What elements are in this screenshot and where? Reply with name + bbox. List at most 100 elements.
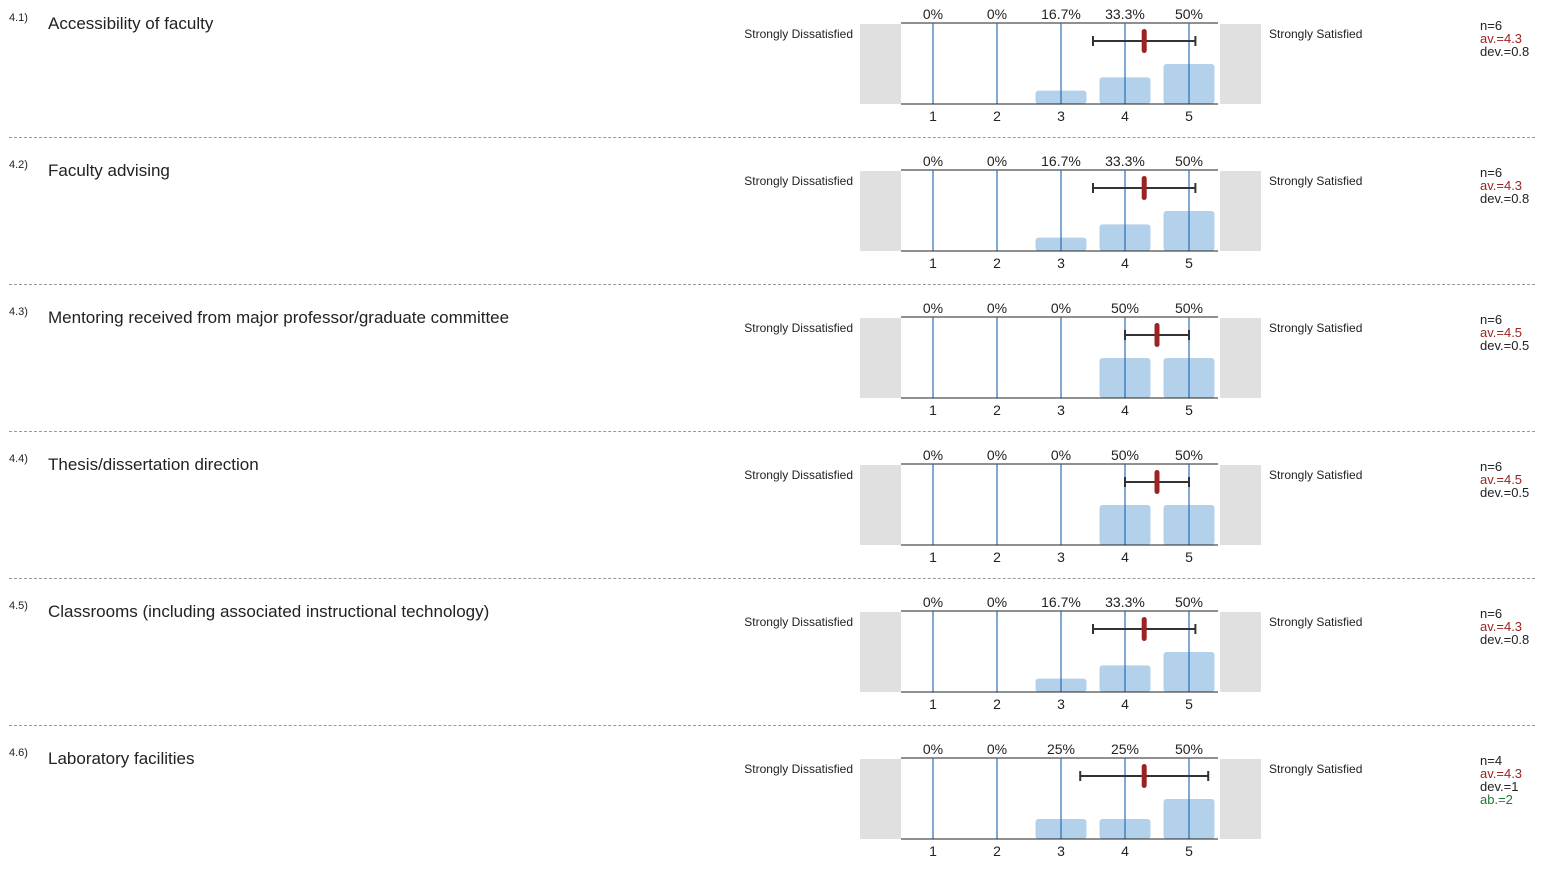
tick-label-1: 1 bbox=[929, 696, 937, 712]
tick-label-5: 5 bbox=[1185, 549, 1193, 565]
tick-label-3: 3 bbox=[1057, 402, 1065, 418]
stat-deviation: dev.=1 bbox=[1480, 779, 1519, 794]
tick-label-3: 3 bbox=[1057, 549, 1065, 565]
tick-label-2: 2 bbox=[993, 402, 1001, 418]
question-row: 4.4) Thesis/dissertation direction Strongl… bbox=[0, 441, 1543, 588]
mean-marker bbox=[1141, 176, 1147, 200]
percent-label-2: 0% bbox=[987, 6, 1007, 22]
question-number: 4.6) bbox=[9, 747, 28, 759]
question-number: 4.5) bbox=[9, 600, 28, 612]
stats-block: n=6 av.=4.3 dev.=0.8 bbox=[1480, 607, 1529, 646]
stat-n: n=6 bbox=[1480, 459, 1503, 474]
distribution-chart: 0% 0% 16.7% 33.3% 50% 1 2 3 4 5 bbox=[860, 6, 1261, 124]
question-row: 4.6) Laboratory facilities Strongly Dissat… bbox=[0, 735, 1543, 882]
tick-label-5: 5 bbox=[1185, 108, 1193, 124]
tick-label-4: 4 bbox=[1121, 549, 1129, 565]
question-label: Classrooms (including associated instruc… bbox=[48, 602, 490, 621]
tick-label-3: 3 bbox=[1057, 696, 1065, 712]
stats-block: n=4 av.=4.3 dev.=1 ab.=2 bbox=[1480, 754, 1522, 806]
stats-block: n=6 av.=4.3 dev.=0.8 bbox=[1480, 19, 1529, 58]
percent-label-5: 50% bbox=[1175, 447, 1203, 463]
percent-label-1: 0% bbox=[923, 6, 943, 22]
distribution-chart: 0% 0% 16.7% 33.3% 50% 1 2 3 4 5 bbox=[860, 594, 1261, 712]
row-separator bbox=[9, 578, 1535, 579]
percent-label-4: 33.3% bbox=[1105, 153, 1145, 169]
stat-deviation: dev.=0.8 bbox=[1480, 632, 1530, 647]
percent-label-2: 0% bbox=[987, 741, 1007, 757]
percent-label-5: 50% bbox=[1175, 741, 1203, 757]
percent-label-4: 50% bbox=[1111, 300, 1139, 316]
tick-label-2: 2 bbox=[993, 108, 1001, 124]
right-side-box bbox=[1220, 171, 1261, 251]
question-label: Mentoring received from major professor/… bbox=[48, 308, 510, 327]
tick-label-3: 3 bbox=[1057, 843, 1065, 859]
scale-right-label: Strongly Satisfied bbox=[1269, 27, 1363, 41]
stat-n: n=6 bbox=[1480, 18, 1503, 33]
stats-block: n=6 av.=4.3 dev.=0.8 bbox=[1480, 166, 1529, 205]
stat-average: av.=4.5 bbox=[1480, 472, 1523, 487]
question-row: 4.5) Classrooms (including associated ins… bbox=[0, 588, 1543, 735]
tick-label-5: 5 bbox=[1185, 696, 1193, 712]
tick-label-3: 3 bbox=[1057, 255, 1065, 271]
right-side-box bbox=[1220, 612, 1261, 692]
right-side-box bbox=[1220, 318, 1261, 398]
question-label: Laboratory facilities bbox=[48, 749, 195, 768]
question-label: Faculty advising bbox=[48, 161, 170, 180]
scale-left-label: Strongly Dissatisfied bbox=[744, 615, 853, 629]
scale-left-label: Strongly Dissatisfied bbox=[744, 27, 853, 41]
tick-label-2: 2 bbox=[993, 696, 1001, 712]
tick-label-5: 5 bbox=[1185, 402, 1193, 418]
scale-right-label: Strongly Satisfied bbox=[1269, 468, 1363, 482]
percent-label-1: 0% bbox=[923, 741, 943, 757]
question-row: 4.3) Mentoring received from major profes… bbox=[0, 294, 1543, 441]
stat-deviation: dev.=0.8 bbox=[1480, 44, 1530, 59]
scale-right-label: Strongly Satisfied bbox=[1269, 615, 1363, 629]
right-side-box bbox=[1220, 465, 1261, 545]
tick-label-4: 4 bbox=[1121, 843, 1129, 859]
question-number: 4.2) bbox=[9, 159, 28, 171]
left-side-box bbox=[860, 171, 901, 251]
row-separator bbox=[9, 284, 1535, 285]
tick-label-1: 1 bbox=[929, 255, 937, 271]
tick-label-2: 2 bbox=[993, 255, 1001, 271]
percent-label-5: 50% bbox=[1175, 300, 1203, 316]
percent-label-3: 16.7% bbox=[1041, 6, 1081, 22]
stat-average: av.=4.3 bbox=[1480, 619, 1523, 634]
distribution-chart: 0% 0% 0% 50% 50% 1 2 3 4 5 bbox=[860, 300, 1261, 418]
stat-deviation: dev.=0.5 bbox=[1480, 485, 1530, 500]
tick-label-5: 5 bbox=[1185, 255, 1193, 271]
tick-label-5: 5 bbox=[1185, 843, 1193, 859]
left-side-box bbox=[860, 759, 901, 839]
stat-n: n=4 bbox=[1480, 753, 1503, 768]
distribution-chart: 0% 0% 25% 25% 50% 1 2 3 4 5 bbox=[860, 741, 1261, 859]
scale-left-label: Strongly Dissatisfied bbox=[744, 762, 853, 776]
stat-n: n=6 bbox=[1480, 165, 1503, 180]
percent-label-3: 0% bbox=[1051, 447, 1071, 463]
question-label: Thesis/dissertation direction bbox=[48, 455, 259, 474]
scale-left-label: Strongly Dissatisfied bbox=[744, 321, 853, 335]
question-row: 4.2) Faculty advising Strongly Dissatisfie… bbox=[0, 147, 1543, 294]
mean-marker bbox=[1141, 764, 1147, 788]
row-separator bbox=[9, 431, 1535, 432]
tick-label-1: 1 bbox=[929, 549, 937, 565]
mean-marker bbox=[1154, 470, 1160, 494]
scale-left-label: Strongly Dissatisfied bbox=[744, 468, 853, 482]
right-side-box bbox=[1220, 24, 1261, 104]
question-number: 4.4) bbox=[9, 453, 28, 465]
tick-label-1: 1 bbox=[929, 402, 937, 418]
percent-label-3: 0% bbox=[1051, 300, 1071, 316]
left-side-box bbox=[860, 612, 901, 692]
scale-right-label: Strongly Satisfied bbox=[1269, 321, 1363, 335]
percent-label-1: 0% bbox=[923, 300, 943, 316]
stats-block: n=6 av.=4.5 dev.=0.5 bbox=[1480, 460, 1529, 499]
right-side-box bbox=[1220, 759, 1261, 839]
stat-deviation: dev.=0.8 bbox=[1480, 191, 1530, 206]
stat-average: av.=4.5 bbox=[1480, 325, 1523, 340]
tick-label-1: 1 bbox=[929, 843, 937, 859]
stat-average: av.=4.3 bbox=[1480, 178, 1523, 193]
percent-label-5: 50% bbox=[1175, 6, 1203, 22]
mean-marker bbox=[1154, 323, 1160, 347]
stat-average: av.=4.3 bbox=[1480, 31, 1523, 46]
left-side-box bbox=[860, 318, 901, 398]
tick-label-4: 4 bbox=[1121, 255, 1129, 271]
